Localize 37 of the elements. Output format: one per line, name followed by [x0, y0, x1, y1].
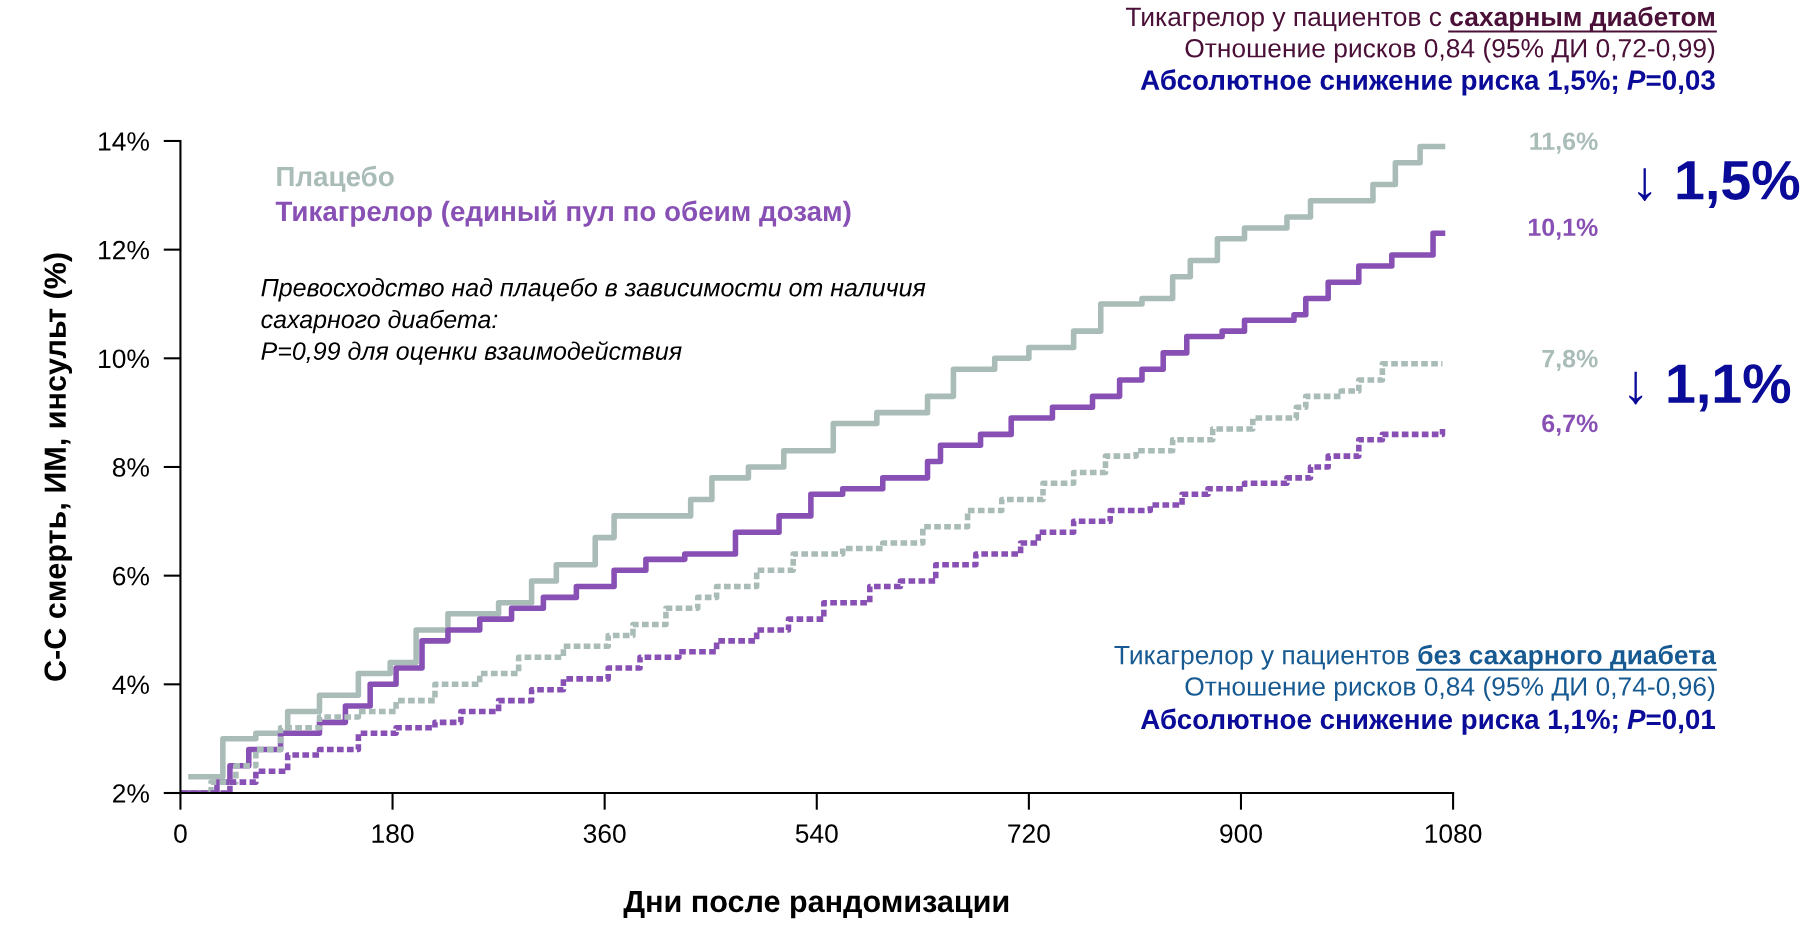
text: 11,6% [1530, 132, 1598, 154]
text: 7,8% [1542, 349, 1598, 372]
x-tick-label: 180 [372, 824, 414, 843]
text: =0,03 [1646, 70, 1715, 95]
text: P [1627, 709, 1646, 729]
x-tick-label: 360 [583, 824, 626, 843]
y-tick-label: 12% [99, 240, 149, 260]
x-tick-label: 540 [795, 824, 838, 843]
text: Отношение рисков 0,84 (95% ДИ 0,72-0,99) [1185, 38, 1715, 63]
text: Плацебо [277, 165, 394, 192]
y-tick-label: 10% [99, 349, 149, 369]
text: Тикагрелор (единый пул по обеим дозам) [275, 200, 851, 227]
y-tick-label: 8% [112, 458, 149, 477]
annotation: Тикагрелор у пациентов [1114, 646, 1409, 670]
x-tick-label: 0 [174, 824, 187, 843]
text: сахарным диабетом [1450, 6, 1714, 32]
y-tick-label: 14% [99, 132, 149, 151]
y-axis-title: С-С смерть, ИМ, инсульт (%) [43, 253, 73, 681]
annotation: без сахарного диабета [1418, 644, 1716, 670]
text: ↓ 1,1% [1629, 364, 1791, 412]
text: ↓ 1,5% [1638, 160, 1800, 208]
y-tick-label: 2% [113, 784, 149, 803]
annotation: Превосходство над плацебо в зависимости от наличия сахарного диабета: P=0,99 для оценки взаимодействия [261, 277, 926, 365]
y-tick-label: 6% [113, 566, 149, 586]
x-axis-title: Дни после рандомизации [623, 890, 1009, 919]
y-tick-label: 4% [112, 675, 149, 695]
x-tick-label: 1080 [1425, 824, 1482, 843]
annotation: Отношение рисков 0,84 (95% ДИ 0,74-0,96) [1185, 676, 1715, 702]
text: P [1627, 70, 1646, 90]
text: =0,01 [1646, 709, 1716, 734]
text: Абсолютное снижение риска 1,5%; [1140, 69, 1618, 96]
x-tick-label: 900 [1220, 824, 1262, 843]
text: 6,7% [1542, 414, 1598, 436]
x-tick-label: 720 [1008, 824, 1050, 843]
text: 10,1% [1528, 218, 1598, 240]
annotation: Абсолютное снижение риска 1,1%; [1140, 708, 1618, 735]
text: Тикагрелор у пациентов с [1125, 7, 1442, 32]
